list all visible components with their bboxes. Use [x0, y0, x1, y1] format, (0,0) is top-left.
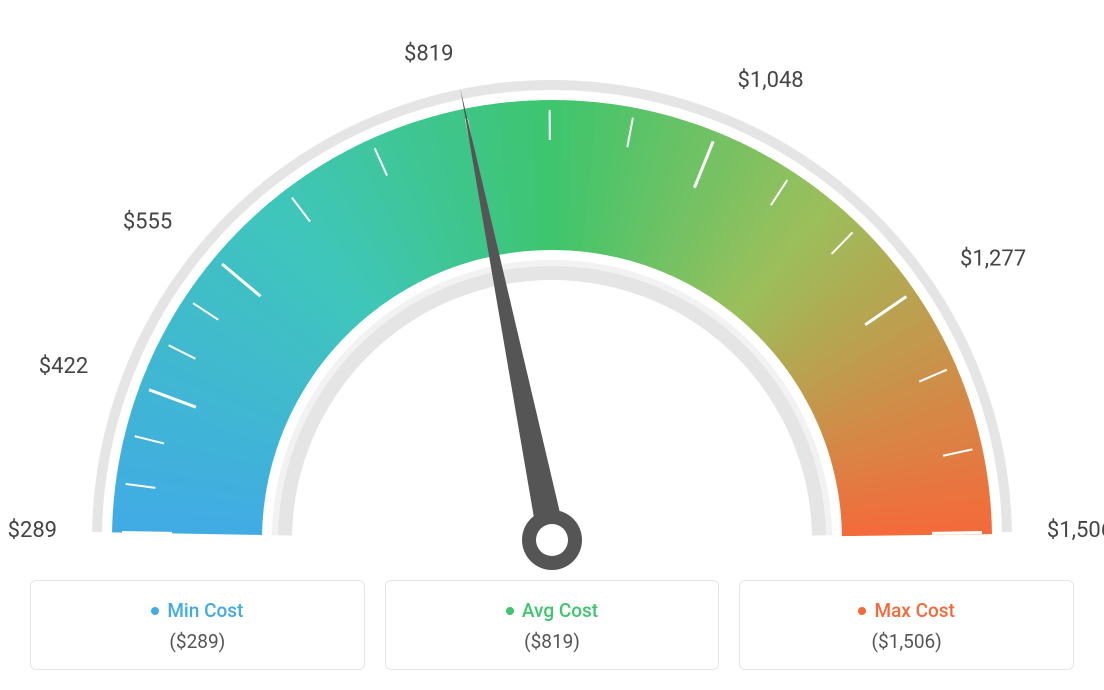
gauge-tick-label: $819 [404, 42, 453, 67]
legend-value-min: ($289) [41, 630, 354, 653]
legend-value-avg: ($819) [396, 630, 709, 653]
legend-label-min-text: Min Cost [167, 599, 243, 622]
legend-box-min: Min Cost ($289) [30, 580, 365, 670]
gauge-svg: $289 $422 $555 $819 $1,048 $1,277 $1,506 [0, 0, 1104, 575]
gauge-tick-label: $1,277 [960, 246, 1026, 271]
legend-label-avg: Avg Cost [396, 599, 709, 622]
legend-label-max: Max Cost [750, 599, 1063, 622]
legend-value-max: ($1,506) [750, 630, 1063, 653]
legend-label-avg-text: Avg Cost [522, 599, 598, 622]
cost-gauge-chart: $289 $422 $555 $819 $1,048 $1,277 $1,506 Min C… [0, 0, 1104, 690]
dot-icon [858, 607, 866, 615]
dot-icon [506, 607, 514, 615]
gauge-tick-label: $1,506 [1047, 518, 1104, 543]
legend-label-min: Min Cost [41, 599, 354, 622]
dot-icon [151, 607, 159, 615]
gauge-tick-label: $555 [123, 209, 172, 234]
legend-box-avg: Avg Cost ($819) [385, 580, 720, 670]
legend-label-max-text: Max Cost [874, 599, 954, 622]
gauge-tick-label: $289 [8, 518, 57, 543]
gauge-tick-label: $422 [39, 354, 88, 379]
gauge-tick-label: $1,048 [738, 68, 804, 93]
legend-box-max: Max Cost ($1,506) [739, 580, 1074, 670]
legend-row: Min Cost ($289) Avg Cost ($819) Max Cost… [30, 580, 1074, 670]
